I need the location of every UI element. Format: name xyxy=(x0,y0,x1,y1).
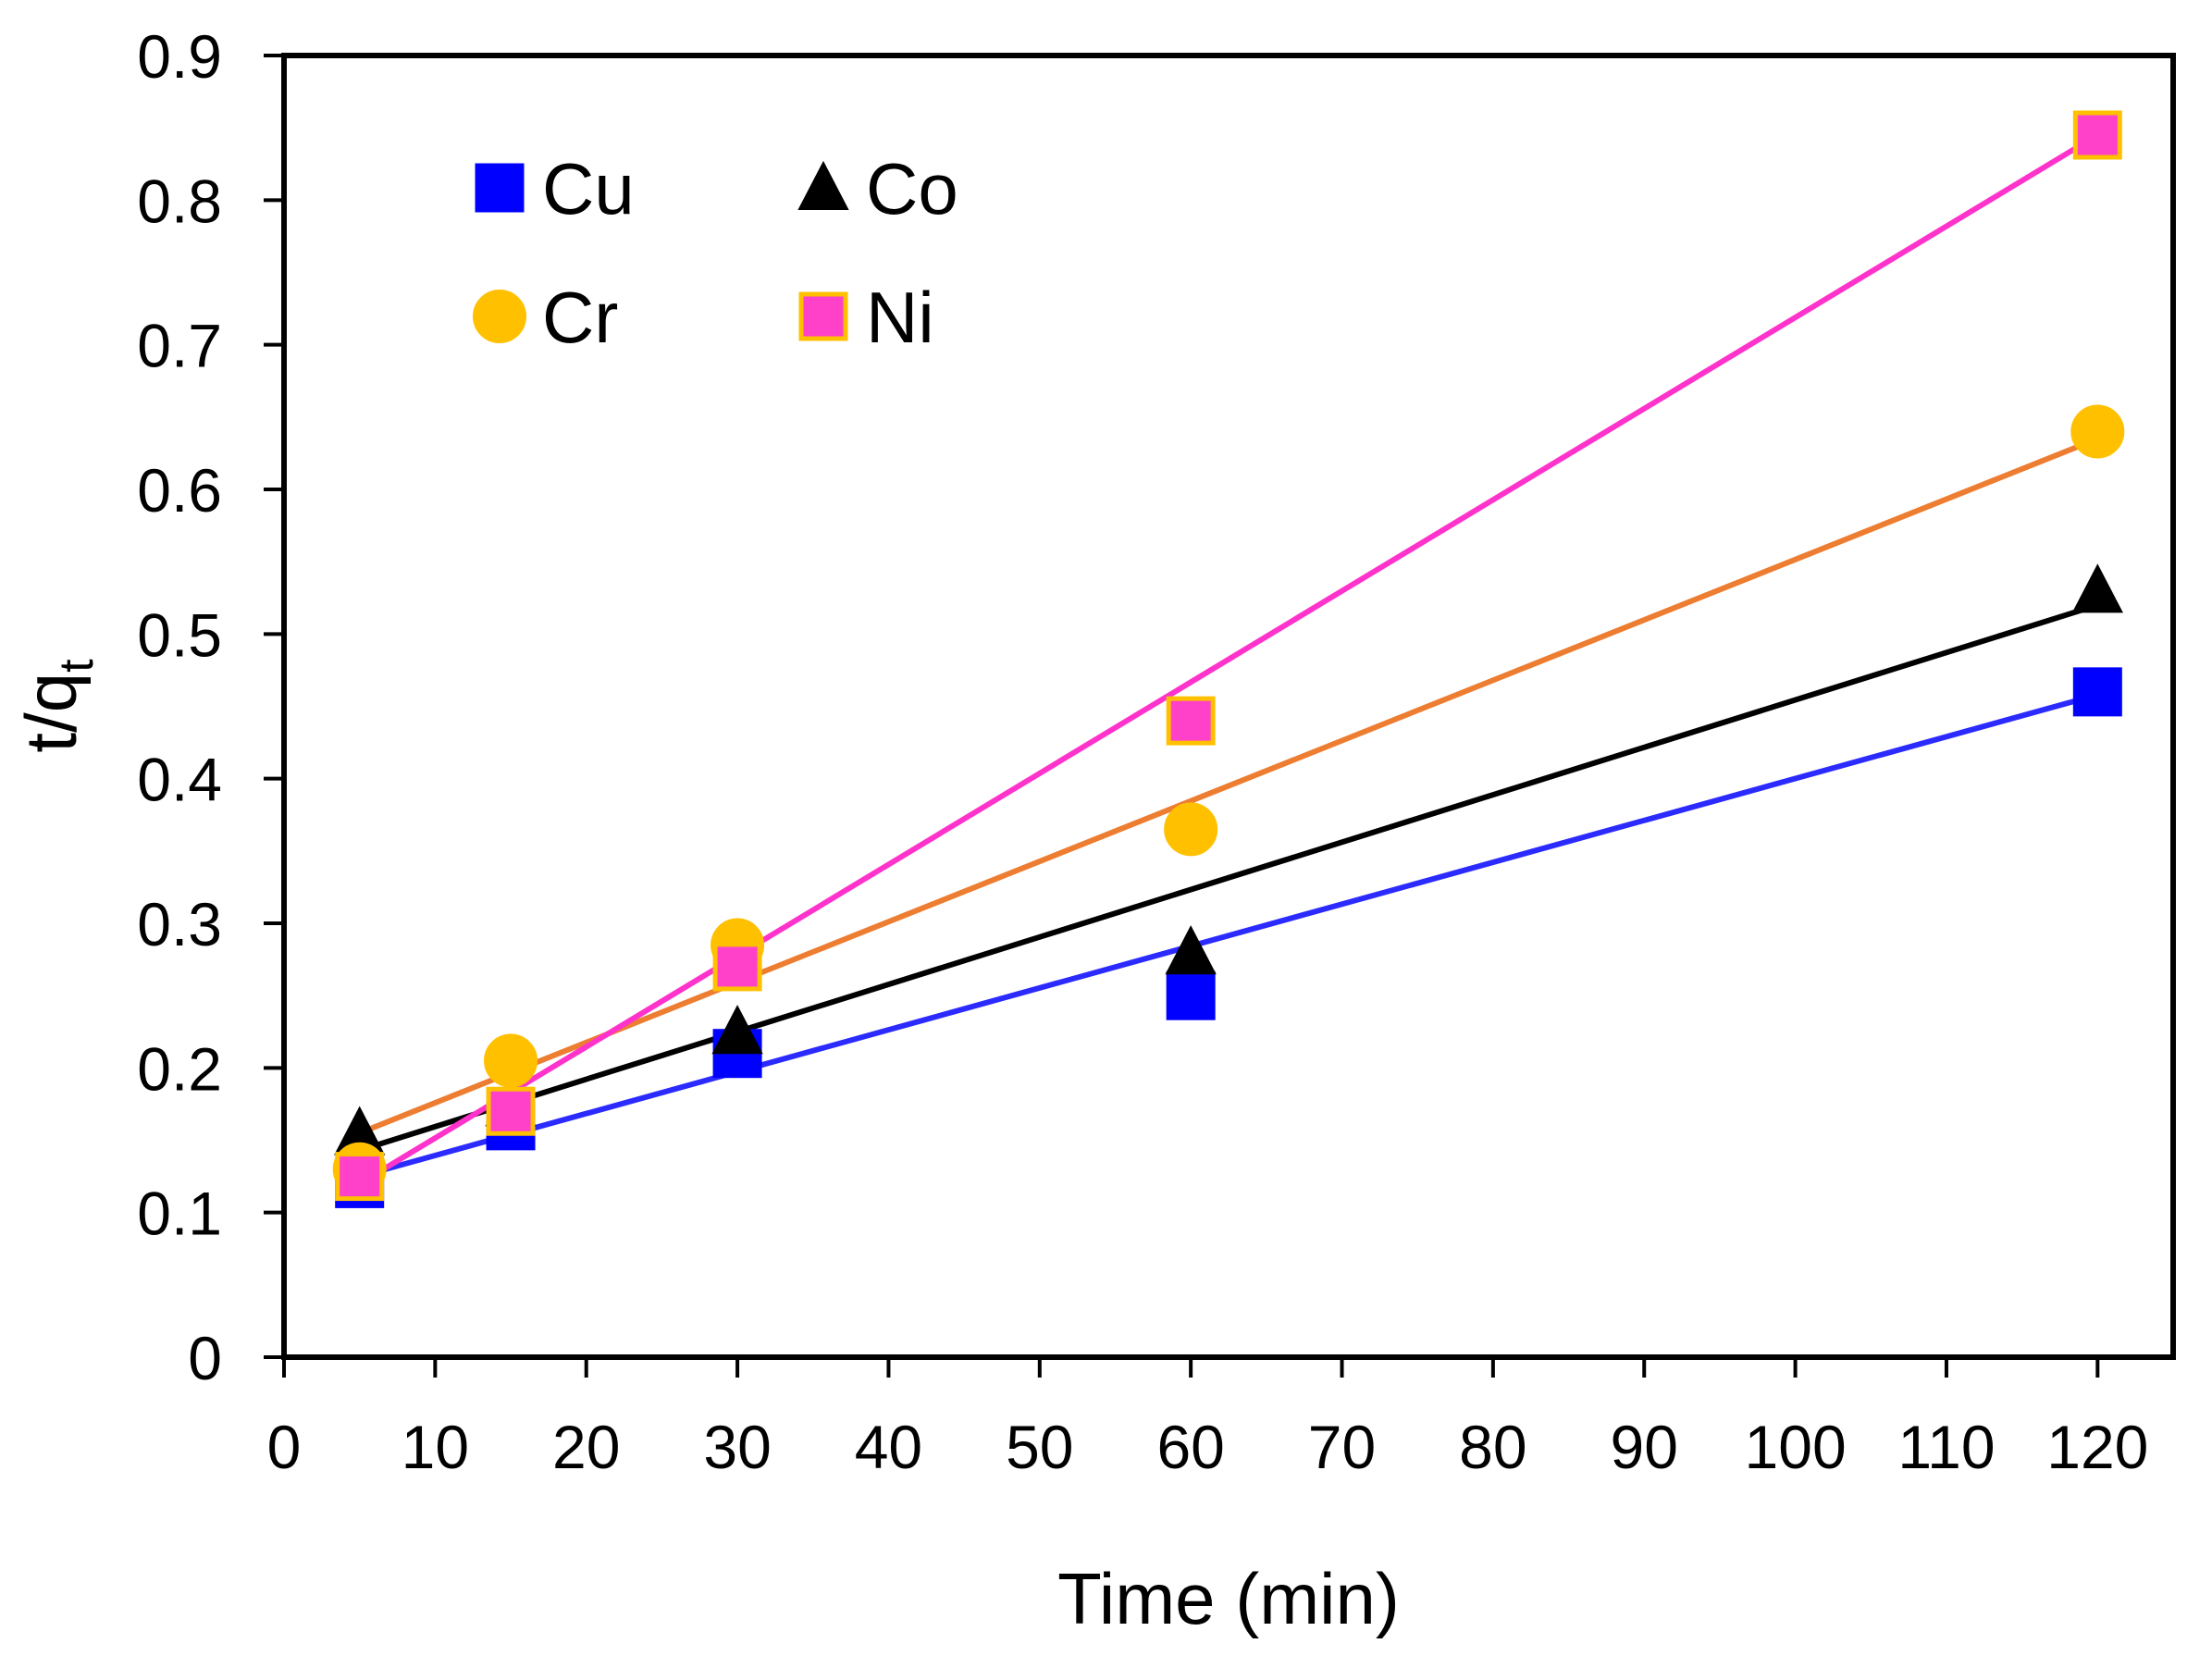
data-point-co-60 xyxy=(1165,925,1217,975)
legend-marker-co xyxy=(797,160,849,210)
data-point-cu-120 xyxy=(2072,667,2122,717)
legend-marker-cr xyxy=(473,290,526,343)
x-axis-title: Time (min) xyxy=(1057,1558,1400,1639)
y-axis-title: t/qt xyxy=(10,659,104,753)
x-tick-label: 110 xyxy=(1897,1413,1995,1481)
x-tick-label: 40 xyxy=(855,1413,922,1481)
y-tick-label: 0.4 xyxy=(137,746,222,814)
x-tick-label: 0 xyxy=(267,1413,302,1481)
x-axis: 0 10 20 30 40 50 60 70 80 90 100 110 120 xyxy=(267,1357,2148,1481)
x-tick-label: 120 xyxy=(2046,1413,2148,1481)
data-point-cr-15 xyxy=(484,1033,538,1088)
series-co xyxy=(334,563,2123,1155)
fit-line-cr xyxy=(358,436,2099,1136)
x-tick-label: 50 xyxy=(1006,1413,1073,1481)
legend: Cu Co Cr Ni xyxy=(473,148,958,358)
legend-label-ni: Ni xyxy=(866,277,934,358)
data-point-ni-15 xyxy=(486,1086,536,1136)
data-point-cr-120 xyxy=(2070,404,2125,459)
data-point-ni-30 xyxy=(712,942,762,992)
x-tick-label: 20 xyxy=(552,1413,620,1481)
series-ni xyxy=(335,110,2122,1202)
legend-label-cr: Cr xyxy=(542,277,618,358)
legend-label-cu: Cu xyxy=(542,148,635,229)
fit-line-co xyxy=(358,602,2099,1154)
y-axis-title-subscript: t xyxy=(50,659,104,673)
legend-item-cr: Cr xyxy=(473,277,618,358)
x-tick-label: 60 xyxy=(1156,1413,1224,1481)
y-tick-label: 0.2 xyxy=(137,1034,222,1103)
y-tick-label: 0.7 xyxy=(137,312,222,380)
y-tick-label: 0.8 xyxy=(137,167,222,235)
x-tick-label: 30 xyxy=(703,1413,771,1481)
fit-line-cu xyxy=(358,692,2099,1180)
data-point-cu-60 xyxy=(1166,970,1216,1020)
y-tick-label: 0.1 xyxy=(137,1180,222,1248)
y-tick-label: 0 xyxy=(188,1324,222,1392)
y-tick-label: 0.3 xyxy=(137,890,222,958)
x-tick-label: 90 xyxy=(1611,1413,1678,1481)
x-tick-label: 80 xyxy=(1459,1413,1526,1481)
y-tick-label: 0.9 xyxy=(137,22,222,91)
data-point-ni-120 xyxy=(2072,110,2122,160)
x-tick-label: 70 xyxy=(1308,1413,1376,1481)
plot-area-frame xyxy=(281,53,2176,1360)
data-point-cr-60 xyxy=(1164,802,1218,857)
data-point-co-120 xyxy=(2071,563,2123,613)
legend-item-cu: Cu xyxy=(475,148,635,229)
legend-item-co: Co xyxy=(797,148,958,229)
fit-line-ni xyxy=(358,132,2099,1186)
data-point-ni-60 xyxy=(1166,696,1216,746)
x-tick-label: 10 xyxy=(402,1413,469,1481)
y-tick-label: 0.6 xyxy=(137,456,222,525)
legend-item-ni: Ni xyxy=(798,277,934,358)
legend-label-co: Co xyxy=(866,148,958,229)
data-point-ni-5 xyxy=(335,1152,385,1202)
data-point-co-30 xyxy=(711,1005,763,1055)
y-axis: 0 0.1 0.2 0.3 0.4 0.5 0.6 0.7 0.8 0.9 xyxy=(137,22,284,1392)
fit-lines xyxy=(358,132,2099,1186)
legend-marker-cu xyxy=(475,163,525,213)
y-tick-label: 0.5 xyxy=(137,600,222,669)
y-axis-title-main: t/q xyxy=(10,673,92,753)
x-tick-label: 100 xyxy=(1745,1413,1847,1481)
data-markers xyxy=(332,110,2125,1208)
legend-marker-ni xyxy=(798,291,848,341)
